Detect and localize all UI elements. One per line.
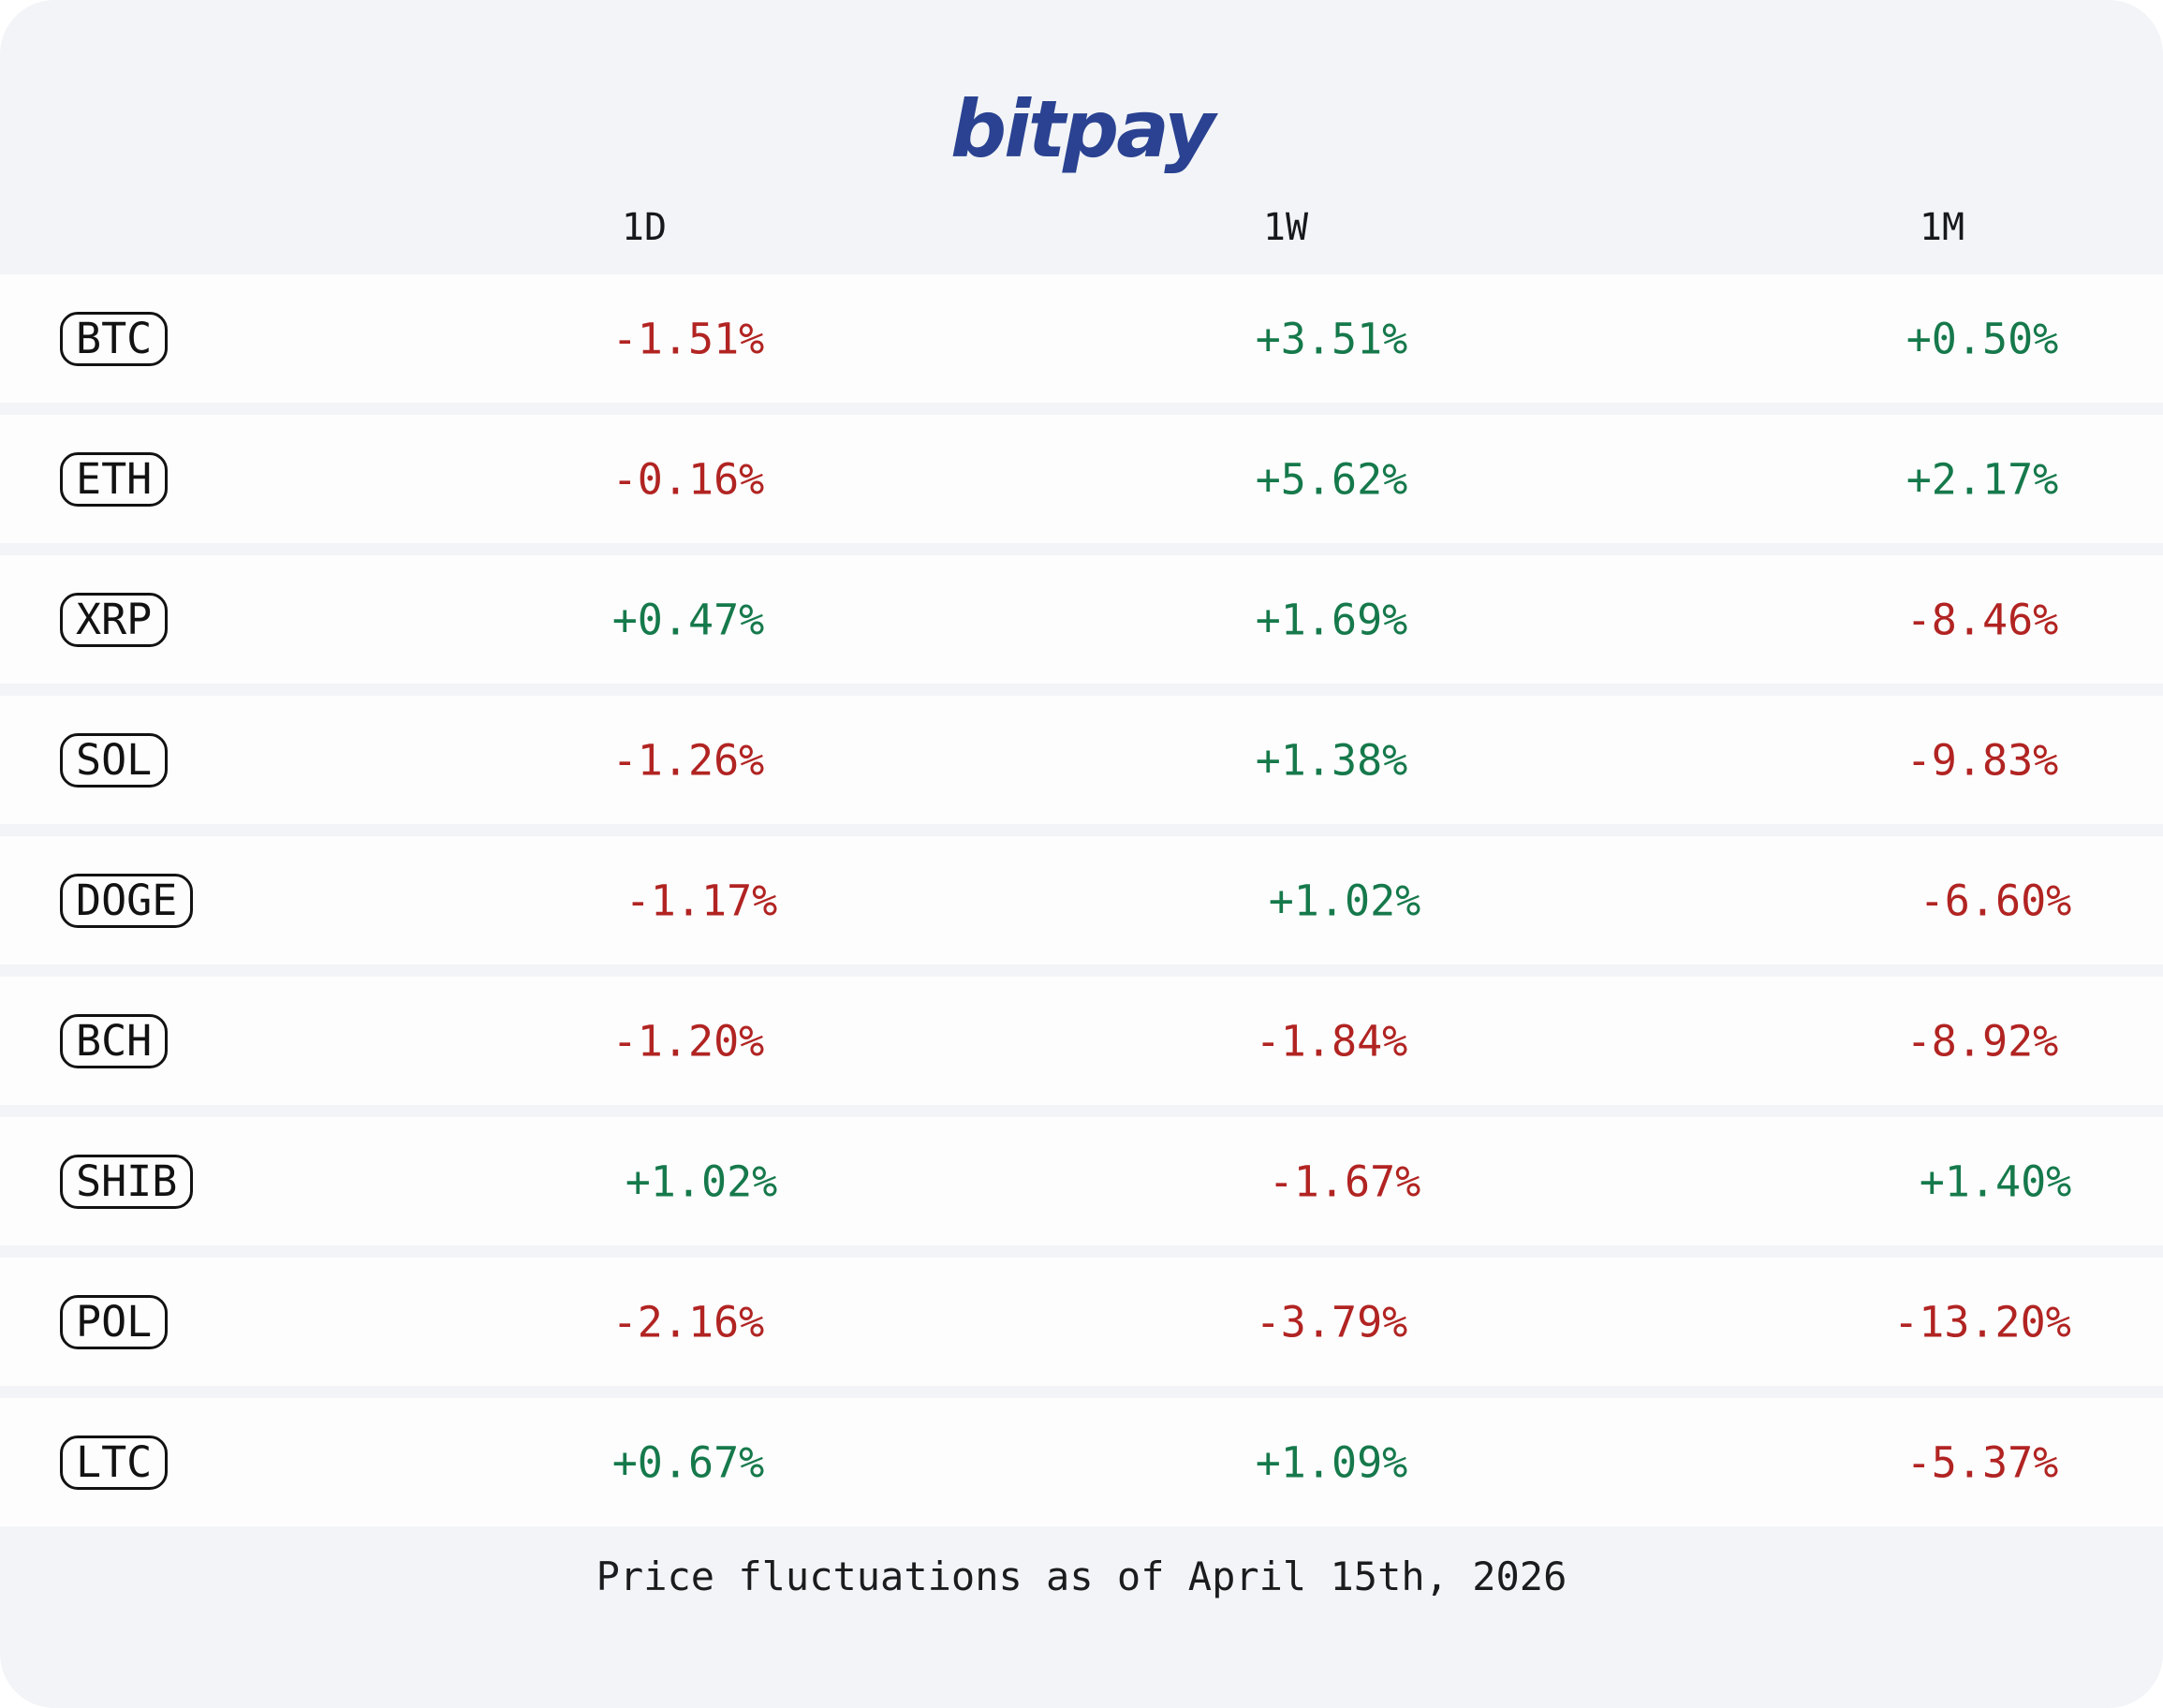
change-value-1d: -2.16% (611, 1297, 765, 1347)
change-value-1w: +1.38% (1255, 735, 1408, 785)
change-value-1m: +2.17% (1906, 454, 2059, 504)
change-value-1w: +1.69% (1255, 595, 1408, 644)
change-value-1d: -1.20% (611, 1016, 765, 1066)
change-value-1m: -8.92% (1906, 1016, 2059, 1066)
change-value-1w: -1.84% (1255, 1016, 1408, 1066)
change-value-1d: -1.17% (625, 876, 778, 925)
table-row-eth: ETH -0.16% +5.62% +2.17% (0, 415, 2163, 543)
table-row-xrp: XRP +0.47% +1.69% -8.46% (0, 555, 2163, 684)
table-row-shib: SHIB +1.02% -1.67% +1.40% (0, 1117, 2163, 1245)
table-row-doge: DOGE -1.17% +1.02% -6.60% (0, 836, 2163, 964)
change-value-1w: -1.67% (1268, 1156, 1421, 1206)
change-value-1d: -0.16% (611, 454, 765, 504)
change-value-1w: +1.02% (1268, 876, 1421, 925)
change-value-1d: +0.47% (611, 595, 765, 644)
change-value-1d: -1.26% (611, 735, 765, 785)
footer-caption: Price fluctuations as of April 15th, 202… (596, 1553, 1567, 1599)
ticker-badge: BCH (60, 1013, 169, 1068)
change-value-1m: -6.60% (1919, 876, 2072, 925)
ticker-badge: ETH (60, 451, 169, 507)
column-header-1w: 1W (1262, 206, 1309, 249)
table-row-sol: SOL -1.26% +1.38% -9.83% (0, 696, 2163, 824)
ticker-badge: SHIB (60, 1154, 194, 1209)
change-value-1m: -8.46% (1906, 595, 2059, 644)
change-value-1d: +1.02% (625, 1156, 778, 1206)
change-value-1m: -9.83% (1906, 735, 2059, 785)
change-value-1w: -3.79% (1255, 1297, 1408, 1347)
ticker-badge: SOL (60, 732, 169, 788)
ticker-badge: LTC (60, 1435, 169, 1490)
change-value-1m: +0.50% (1906, 314, 2059, 363)
bitpay-logo: bitpay (949, 83, 1215, 175)
table-row-ltc: LTC +0.67% +1.09% -5.37% (0, 1398, 2163, 1526)
change-value-1w: +1.09% (1255, 1437, 1408, 1487)
ticker-badge: BTC (60, 311, 169, 366)
change-value-1d: +0.67% (611, 1437, 765, 1487)
ticker-badge: POL (60, 1294, 169, 1349)
change-value-1w: +5.62% (1255, 454, 1408, 504)
price-table: BTC -1.51% +3.51% +0.50% ETH -0.16% +5.6… (0, 274, 2163, 1539)
change-value-1m: -5.37% (1906, 1437, 2059, 1487)
ticker-badge: XRP (60, 592, 169, 647)
ticker-badge: DOGE (60, 873, 194, 928)
table-row-btc: BTC -1.51% +3.51% +0.50% (0, 274, 2163, 403)
column-headers: 1D 1W 1M (0, 204, 2163, 251)
table-row-pol: POL -2.16% -3.79% -13.20% (0, 1258, 2163, 1386)
change-value-1w: +3.51% (1255, 314, 1408, 363)
column-header-1d: 1D (621, 206, 668, 249)
change-value-1m: +1.40% (1919, 1156, 2072, 1206)
change-value-1m: -13.20% (1893, 1297, 2071, 1347)
column-header-1m: 1M (1919, 206, 1965, 249)
change-value-1d: -1.51% (611, 314, 765, 363)
table-row-bch: BCH -1.20% -1.84% -8.92% (0, 977, 2163, 1105)
